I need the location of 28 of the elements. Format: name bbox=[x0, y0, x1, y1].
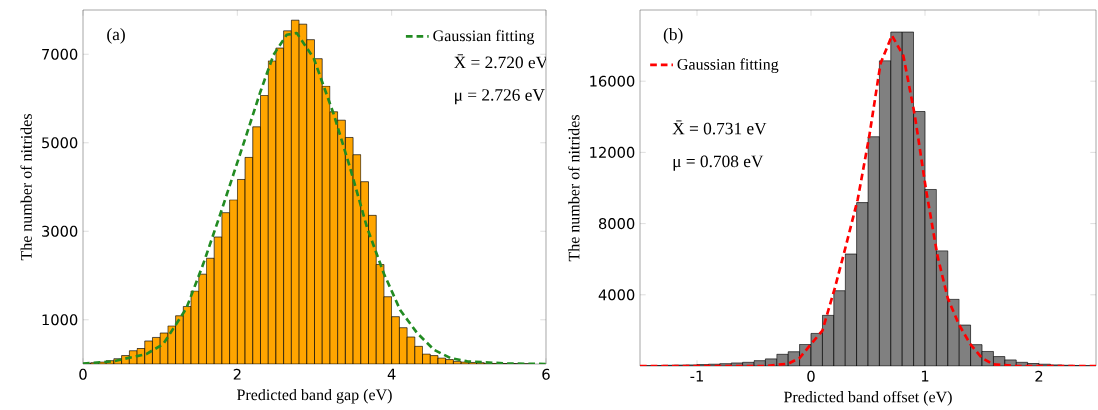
x-tick-label: 2 bbox=[1035, 370, 1043, 382]
y-tick-label: 8000 bbox=[598, 218, 635, 230]
annotation: μ = 0.708 eV bbox=[673, 155, 764, 171]
annotation: μ = 2.726 eV bbox=[455, 89, 545, 105]
x-tick-label: 1 bbox=[921, 370, 929, 382]
annotation: (b) bbox=[663, 28, 683, 44]
y-tick-label: 7000 bbox=[42, 48, 78, 60]
y-axis-title: The number of nitrides bbox=[20, 114, 32, 261]
y-tick-label: 16000 bbox=[590, 75, 635, 87]
x-tick-label: -1 bbox=[690, 370, 703, 382]
annotation: (a) bbox=[107, 27, 125, 44]
y-tick-label: 3000 bbox=[42, 225, 78, 237]
x-tick-label: 4 bbox=[387, 368, 396, 380]
x-axis-title: Predicted band offset (eV) bbox=[783, 390, 952, 406]
legend-label: Gaussian fitting bbox=[433, 29, 535, 45]
annotation: X̄ = 2.720 eV bbox=[454, 54, 548, 69]
y-tick-label: 4000 bbox=[598, 289, 635, 301]
x-tick-label: 0 bbox=[807, 370, 815, 382]
legend-label: Gaussian fitting bbox=[677, 58, 779, 73]
x-axis-title: Predicted band gap (eV) bbox=[236, 388, 392, 404]
x-tick-label: 2 bbox=[233, 368, 241, 380]
annotation: X̄ = 0.731 eV bbox=[672, 120, 767, 135]
y-axis-title: The number of nitrides bbox=[568, 115, 580, 262]
y-tick-label: 5000 bbox=[42, 137, 78, 149]
x-tick-label: 0 bbox=[79, 368, 87, 380]
y-tick-label: 1000 bbox=[42, 314, 78, 326]
x-tick-label: 6 bbox=[542, 368, 550, 380]
y-tick-label: 12000 bbox=[590, 146, 635, 158]
